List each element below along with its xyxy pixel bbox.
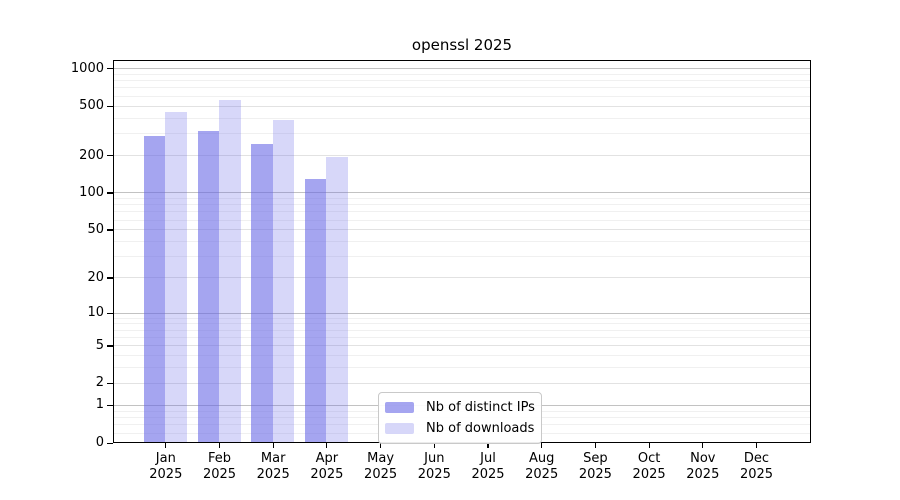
y-axis-tick-label: 1000 xyxy=(70,60,104,76)
legend-label: Nb of downloads xyxy=(426,421,535,436)
chart-title: openssl 2025 xyxy=(411,36,513,54)
gridline xyxy=(114,241,810,243)
y-axis-tick xyxy=(107,442,113,444)
gridline xyxy=(114,323,810,325)
x-axis-tick-label: Aug 2025 xyxy=(525,451,559,482)
gridline xyxy=(114,219,810,221)
bar-mar-2025-nb-of-downloads xyxy=(272,119,295,442)
legend-label: Nb of distinct IPs xyxy=(426,400,535,415)
x-axis-tick xyxy=(594,443,596,448)
x-axis-tick-label: Sep 2025 xyxy=(578,451,612,482)
bar-apr-2025-nb-of-downloads xyxy=(326,157,348,442)
y-axis-tick-label: 50 xyxy=(87,221,104,237)
gridline xyxy=(114,382,810,384)
x-axis-tick xyxy=(272,443,274,448)
gridline xyxy=(114,117,810,119)
y-axis-tick xyxy=(107,229,113,231)
gridline xyxy=(114,95,810,97)
y-axis-tick xyxy=(107,277,113,279)
gridline xyxy=(114,68,810,69)
y-axis-tick-label: 100 xyxy=(79,184,104,200)
y-axis-tick-label: 500 xyxy=(79,98,104,114)
x-axis-tick xyxy=(165,443,167,448)
x-axis-tick xyxy=(541,443,543,448)
y-axis-tick xyxy=(107,345,113,347)
x-axis-tick-label: Mar 2025 xyxy=(256,451,290,482)
gridline xyxy=(114,192,810,194)
y-axis-tick xyxy=(107,312,113,314)
y-axis-tick-label: 10 xyxy=(87,305,104,321)
y-axis-tick-label: 2 xyxy=(95,375,104,391)
x-axis-tick-label: May 2025 xyxy=(364,451,398,482)
gridline xyxy=(114,229,810,231)
y-axis-tick xyxy=(107,68,113,70)
x-axis-tick-label: Dec 2025 xyxy=(739,451,774,482)
bar-apr-2025-nb-of-distinct-ips xyxy=(304,179,327,442)
legend-swatch-icon xyxy=(385,402,414,413)
x-axis-tick-label: Oct 2025 xyxy=(632,451,666,482)
gridline xyxy=(114,197,810,199)
bar-feb-2025-nb-of-downloads xyxy=(219,99,241,442)
gridline xyxy=(114,329,810,331)
gridline xyxy=(114,87,810,89)
gridline xyxy=(114,155,810,157)
gridline xyxy=(114,73,810,75)
y-axis-tick-label: 20 xyxy=(87,269,104,285)
x-axis-tick xyxy=(380,443,382,448)
x-axis-tick-label: Jun 2025 xyxy=(417,451,451,482)
x-axis-tick-label: Nov 2025 xyxy=(686,451,720,482)
gridline xyxy=(114,367,810,369)
gridline xyxy=(114,256,810,258)
y-axis-tick xyxy=(107,382,113,385)
legend-row: Nb of distinct IPs xyxy=(385,398,535,417)
gridline xyxy=(114,204,810,206)
gridline xyxy=(114,312,810,314)
x-axis-tick-label: Jan 2025 xyxy=(149,451,183,482)
bar-jan-2025-nb-of-downloads xyxy=(165,111,187,442)
gridline xyxy=(114,337,810,339)
x-axis-tick xyxy=(648,443,650,448)
y-axis-tick-label: 200 xyxy=(79,147,104,163)
y-axis-tick xyxy=(107,105,113,107)
x-axis-tick-label: Feb 2025 xyxy=(202,451,237,482)
x-axis-tick xyxy=(702,443,704,448)
x-axis-tick xyxy=(487,443,489,448)
bar-feb-2025-nb-of-distinct-ips xyxy=(197,130,219,442)
gridline xyxy=(114,105,810,107)
y-axis-tick-label: 5 xyxy=(95,337,104,353)
y-axis-tick xyxy=(107,192,113,194)
bar-jan-2025-nb-of-distinct-ips xyxy=(143,136,166,442)
legend-swatch-icon xyxy=(385,423,414,434)
bar-mar-2025-nb-of-distinct-ips xyxy=(251,143,273,442)
legend: Nb of distinct IPs Nb of downloads xyxy=(378,392,542,444)
plot-area xyxy=(113,60,811,443)
y-axis-tick xyxy=(107,155,113,157)
y-axis-tick xyxy=(107,404,113,407)
gridline xyxy=(114,133,810,135)
gridline xyxy=(114,80,810,82)
x-axis-tick xyxy=(326,443,328,448)
x-axis-tick xyxy=(218,443,221,448)
x-axis-tick-label: Jul 2025 xyxy=(471,451,505,482)
y-axis-tick-label: 0 xyxy=(95,435,104,450)
gridline xyxy=(114,317,810,319)
gridline xyxy=(114,345,810,347)
gridline xyxy=(114,355,810,357)
y-axis-tick-label: 1 xyxy=(95,397,104,413)
x-axis-tick xyxy=(433,443,435,448)
gridline xyxy=(114,277,810,279)
x-axis-tick xyxy=(755,443,758,448)
legend-row: Nb of downloads xyxy=(385,419,535,438)
gridline xyxy=(114,211,810,213)
x-axis-tick-label: Apr 2025 xyxy=(310,451,344,482)
